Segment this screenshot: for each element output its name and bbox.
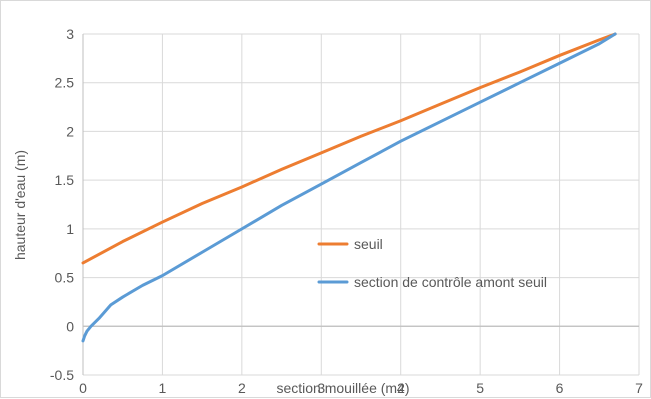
labels-layer: section mouillée (m2) hauteur d'eau (m) xyxy=(12,150,410,396)
series-line-seuil xyxy=(81,32,617,265)
series-layer xyxy=(81,32,617,343)
legend: seuil section de contrôle amont seuil xyxy=(317,236,547,290)
x-tick-label: 2 xyxy=(238,380,246,396)
legend-label-seuil: seuil xyxy=(354,236,383,252)
grid-layer xyxy=(82,33,640,376)
y-tick-label: 3 xyxy=(66,26,74,42)
y-tick-label: 1 xyxy=(66,221,74,237)
x-tick-label: 7 xyxy=(635,380,643,396)
x-axis-title: section mouillée (m2) xyxy=(276,380,409,396)
y-tick-label: 2 xyxy=(66,123,74,139)
x-tick-label: 6 xyxy=(556,380,564,396)
x-tick-label: 3 xyxy=(317,380,325,396)
series-line-section-controle xyxy=(81,32,617,343)
y-tick-label: 1.5 xyxy=(55,172,75,188)
y-tick-label: 0 xyxy=(66,318,74,334)
x-tick-label: 4 xyxy=(397,380,405,396)
legend-label-section-controle: section de contrôle amont seuil xyxy=(354,274,547,290)
y-tick-label: 0.5 xyxy=(55,270,75,286)
x-tick-label: 1 xyxy=(159,380,167,396)
x-tick-label: 5 xyxy=(476,380,484,396)
x-tick-label: 0 xyxy=(79,380,87,396)
y-tick-label: 2.5 xyxy=(55,75,75,91)
y-axis-title: hauteur d'eau (m) xyxy=(12,150,28,260)
y-tick-label: -0.5 xyxy=(50,367,74,383)
axis-layer: 0 1 2 3 4 5 6 7 -0.5 0 0.5 1 1.5 2 2.5 3 xyxy=(50,26,643,396)
